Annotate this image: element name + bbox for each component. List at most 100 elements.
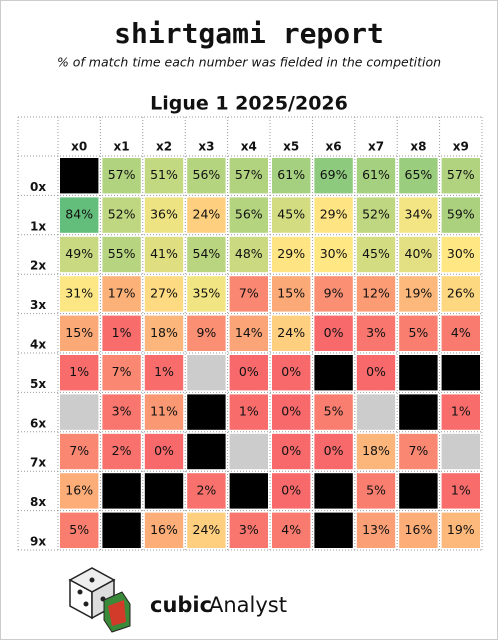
cell: [356, 197, 396, 233]
cell-label: 5%: [324, 404, 344, 419]
cell-label: 45%: [277, 207, 305, 222]
cell-label: 0%: [281, 404, 301, 419]
cell-label: 16%: [150, 522, 178, 537]
cell-label: 41%: [150, 246, 178, 261]
cell-label: 34%: [405, 207, 433, 222]
cell: [399, 473, 438, 509]
cell-label: 40%: [405, 246, 433, 261]
column-label: x6: [326, 140, 342, 154]
cell-label: 7%: [112, 364, 132, 379]
cell: [272, 473, 311, 509]
cell: [356, 473, 396, 509]
cell-label: 0%: [154, 443, 174, 458]
cell: [102, 236, 141, 273]
cell-label: 0%: [324, 325, 344, 340]
cell: [102, 473, 141, 509]
cell-label: 49%: [65, 246, 93, 261]
cell: [441, 355, 480, 391]
cell: [441, 433, 480, 470]
chart-title: shirtgami report: [114, 17, 384, 50]
cell: [187, 473, 226, 509]
cell-label: 2%: [112, 443, 132, 458]
cell: [229, 276, 268, 312]
logo-bold: cubic: [150, 593, 212, 617]
cell: [144, 512, 184, 548]
column-label: x2: [156, 140, 172, 154]
cell: [356, 394, 396, 430]
cell-label: 19%: [447, 522, 475, 537]
cell-label: 69%: [320, 167, 348, 182]
cell: [399, 236, 438, 273]
cell-label: 7%: [408, 443, 428, 458]
row-label: 1x: [30, 219, 46, 233]
cell-label: 5%: [69, 522, 89, 537]
cell: [314, 197, 353, 233]
cell: [441, 197, 480, 233]
cell: [272, 197, 311, 233]
cell-label: 4%: [451, 325, 471, 340]
cell: [102, 433, 141, 470]
column-label: x1: [114, 140, 130, 154]
cell: [272, 276, 311, 312]
cell: [102, 315, 141, 351]
cell: [102, 276, 141, 312]
cell: [399, 355, 438, 391]
row-label: 3x: [30, 298, 46, 312]
cell: [187, 276, 226, 312]
cell-label: 57%: [235, 167, 263, 182]
cell-label: 61%: [362, 167, 390, 182]
cell-label: 7%: [239, 285, 259, 300]
cell-label: 30%: [320, 246, 348, 261]
cell-label: 24%: [193, 207, 221, 222]
cell: [187, 236, 226, 273]
cell: [314, 315, 353, 351]
cell: [272, 394, 311, 430]
cell-label: 9%: [196, 325, 216, 340]
cell: [187, 512, 226, 548]
column-label: x4: [241, 140, 257, 154]
cell-label: 31%: [65, 285, 93, 300]
cell: [229, 315, 268, 351]
cell-label: 16%: [405, 522, 433, 537]
cell-label: 56%: [235, 207, 263, 222]
cell: [144, 315, 184, 351]
cell: [399, 394, 438, 430]
cell-label: 29%: [320, 207, 348, 222]
column-label: x5: [283, 140, 299, 154]
cell: [441, 512, 480, 548]
cell: [356, 158, 396, 194]
cell: [60, 473, 99, 509]
cell-label: 54%: [193, 246, 221, 261]
cell-label: 0%: [366, 364, 386, 379]
cell-label: 9%: [324, 285, 344, 300]
cell: [314, 158, 353, 194]
cell-label: 84%: [65, 207, 93, 222]
column-label: x7: [368, 140, 384, 154]
logo: cubic Analyst: [68, 567, 287, 633]
cell-label: 1%: [451, 404, 471, 419]
cell: [187, 355, 226, 391]
cell: [399, 512, 438, 548]
cell-label: 0%: [281, 482, 301, 497]
cell-label: 1%: [154, 364, 174, 379]
cell-label: 1%: [239, 404, 259, 419]
cell: [102, 394, 141, 430]
cell: [399, 433, 438, 470]
row-label: 5x: [30, 377, 46, 391]
cell: [144, 197, 184, 233]
cell: [60, 158, 99, 194]
cell: [229, 512, 268, 548]
cell-label: 52%: [362, 207, 390, 222]
cell: [399, 276, 438, 312]
cell: [102, 197, 141, 233]
cell-label: 0%: [239, 364, 259, 379]
cell-label: 14%: [235, 325, 263, 340]
cell: [229, 197, 268, 233]
cell: [144, 433, 184, 470]
cell: [60, 433, 99, 470]
cell-label: 1%: [69, 364, 89, 379]
cell: [102, 355, 141, 391]
cell: [356, 355, 396, 391]
cell: [441, 158, 480, 194]
